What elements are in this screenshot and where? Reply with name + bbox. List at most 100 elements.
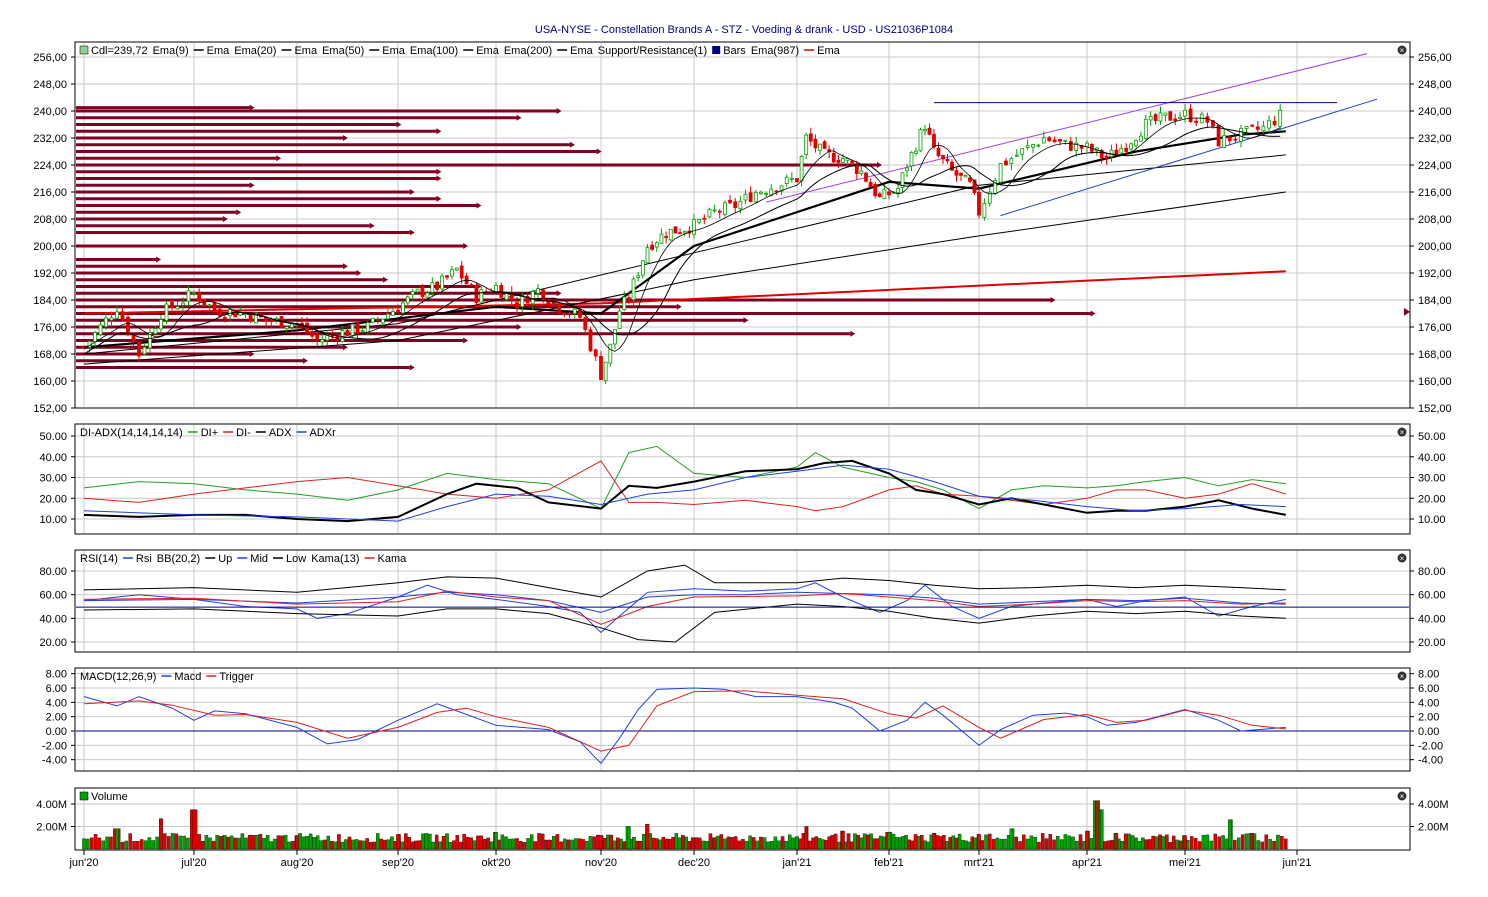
volume-bar — [777, 840, 781, 850]
volume-bar — [219, 836, 223, 850]
volume-bar — [414, 840, 418, 850]
candle-body — [1074, 142, 1079, 151]
volume-bar — [661, 836, 666, 850]
close-icon[interactable] — [1397, 671, 1407, 681]
candle-body — [115, 311, 119, 319]
dmi-diminus-line — [83, 460, 1286, 512]
candle-body — [1255, 126, 1260, 130]
volume-bar — [671, 836, 675, 850]
candle-body — [142, 347, 147, 355]
volume-bar — [559, 841, 563, 850]
volume-bar — [124, 840, 129, 850]
dmi-tick-label-right: 40.00 — [1418, 452, 1446, 464]
macd-tick-label-left: -2.00 — [42, 740, 67, 752]
close-icon[interactable] — [1397, 791, 1407, 801]
candle-body — [530, 291, 535, 305]
candle-body — [697, 219, 702, 223]
volume-bar — [701, 840, 706, 850]
volume-bar — [697, 837, 702, 850]
candle-body — [385, 313, 390, 320]
channel-lower-line — [1000, 98, 1378, 217]
candle-body — [799, 156, 804, 182]
volume-bar — [319, 840, 323, 850]
volume-bar — [939, 836, 943, 850]
candle-body — [515, 302, 519, 309]
volume-bar — [954, 837, 959, 850]
volume-bar — [894, 837, 899, 850]
price-close-button[interactable]: × — [1397, 45, 1407, 56]
dmi-adxr-line — [83, 464, 1286, 522]
close-icon[interactable] — [1397, 427, 1407, 437]
volume-bar — [1158, 834, 1162, 850]
volume-bar — [1217, 836, 1221, 850]
volume-bar — [737, 840, 742, 850]
volume-bar — [788, 834, 792, 850]
candle-body — [707, 208, 712, 218]
dmi-close-button[interactable]: × — [1397, 427, 1407, 438]
candle-body — [927, 127, 932, 135]
volume-bar — [592, 836, 596, 850]
volume-bar — [1078, 834, 1083, 850]
volume-bar — [526, 838, 530, 850]
volume-bar — [295, 835, 299, 850]
volume-profile-bar — [76, 109, 557, 113]
volume-profile-arrow — [409, 364, 415, 371]
volume-bar — [455, 835, 460, 850]
volume-bar — [1141, 837, 1145, 850]
volume-bar — [1085, 830, 1089, 850]
candle-body — [131, 335, 136, 342]
dmi-tick-label-left: 30.00 — [39, 473, 67, 485]
candle-body — [1014, 154, 1019, 157]
volume-bar — [215, 835, 219, 850]
candle-body — [440, 275, 445, 290]
rsi-legend-item: RSI(14) — [80, 553, 118, 565]
volume-bar — [1063, 834, 1068, 850]
price-legend-item: Support/Resistance(1) — [598, 45, 707, 57]
candle-body — [784, 176, 789, 184]
volume-profile-bar — [76, 244, 464, 248]
volume-profile-bar — [76, 224, 370, 228]
price-legend-item: Ema — [294, 45, 318, 57]
close-icon[interactable] — [1397, 45, 1407, 55]
volume-close-button[interactable]: × — [1397, 791, 1407, 802]
volume-bar — [668, 839, 672, 850]
volume-profile-arrow — [476, 202, 482, 209]
price-tick-label-left: 240,00 — [33, 106, 67, 118]
candle-body — [222, 317, 227, 319]
macd-legend-item: MACD(12,26,9) — [80, 671, 156, 683]
volume-profile-bar — [76, 298, 1051, 302]
close-icon[interactable] — [1397, 553, 1407, 563]
volume-bar — [770, 841, 774, 850]
candle-body — [380, 318, 385, 324]
candle-body — [305, 322, 310, 334]
volume-bar — [262, 837, 266, 850]
volume-bar — [849, 841, 854, 850]
volume-bar — [1268, 839, 1272, 850]
volume-bar — [951, 835, 956, 850]
volume-bar — [340, 841, 345, 850]
rsi-close-button[interactable]: × — [1397, 553, 1407, 564]
x-axis-label: dec'20 — [678, 857, 710, 869]
volume-profile-arrow — [249, 351, 255, 357]
volume-bar — [101, 840, 106, 850]
rsi-legend-item: Kama — [378, 553, 408, 565]
candle-body — [175, 306, 180, 310]
volume-bar — [159, 818, 163, 850]
candle-body — [631, 278, 636, 301]
volume-bar — [622, 841, 627, 850]
volume-bar — [504, 836, 508, 850]
volume-bar — [645, 824, 650, 850]
candle-body — [1009, 158, 1014, 164]
macd-close-button[interactable]: × — [1397, 671, 1407, 682]
volume-tick-label-left: 2.00M — [36, 822, 67, 834]
volume-bar — [89, 837, 94, 850]
volume-bar — [431, 841, 436, 850]
volume-bar — [856, 834, 860, 850]
candle-body — [1058, 139, 1062, 142]
volume-bar — [1022, 834, 1026, 850]
volume-profile-arrow — [409, 189, 415, 195]
candle-body — [733, 201, 738, 208]
volume-bar — [821, 839, 825, 850]
rsi-legend-item: Rsi — [136, 553, 152, 565]
volume-bar — [684, 836, 688, 850]
